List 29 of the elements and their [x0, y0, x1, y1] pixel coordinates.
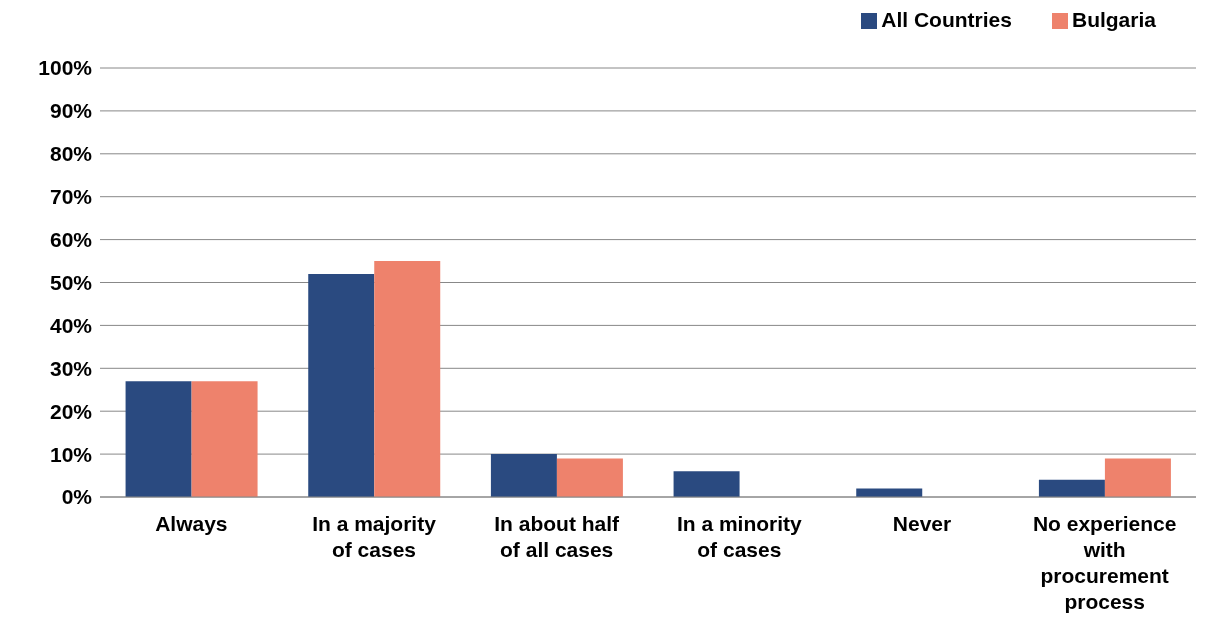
bar: [490, 454, 557, 497]
bar: [374, 261, 441, 497]
y-tick-label: 70%: [49, 185, 93, 209]
y-tick-label: 80%: [49, 142, 93, 166]
x-tick-label: No experience with procurement process: [1032, 512, 1177, 613]
bar: [1104, 458, 1171, 497]
legend-label: All Countries: [881, 8, 1012, 31]
y-tick-label: 90%: [49, 99, 93, 123]
y-tick-label: 20%: [49, 399, 93, 423]
x-tick-label: In a majority of cases: [312, 512, 437, 561]
legend-label: Bulgaria: [1071, 8, 1156, 31]
y-tick-label: 0%: [61, 485, 93, 509]
x-tick-label: In a minority of cases: [676, 512, 803, 561]
bar: [673, 471, 740, 497]
bar: [191, 381, 258, 497]
bar: [856, 488, 923, 497]
y-tick-label: 100%: [38, 56, 93, 80]
y-tick-label: 60%: [49, 228, 93, 252]
y-tick-label: 30%: [49, 356, 93, 380]
y-tick-label: 10%: [49, 442, 93, 466]
x-tick-label: In about half of all cases: [494, 512, 621, 561]
x-tick-label: Always: [155, 512, 228, 535]
x-tick-label: Never: [892, 512, 952, 535]
bar: [125, 381, 192, 497]
y-tick-label: 40%: [49, 313, 93, 337]
bar: [308, 273, 375, 497]
bar: [556, 458, 623, 497]
y-tick-label: 50%: [49, 270, 93, 294]
bar: [1038, 479, 1105, 497]
